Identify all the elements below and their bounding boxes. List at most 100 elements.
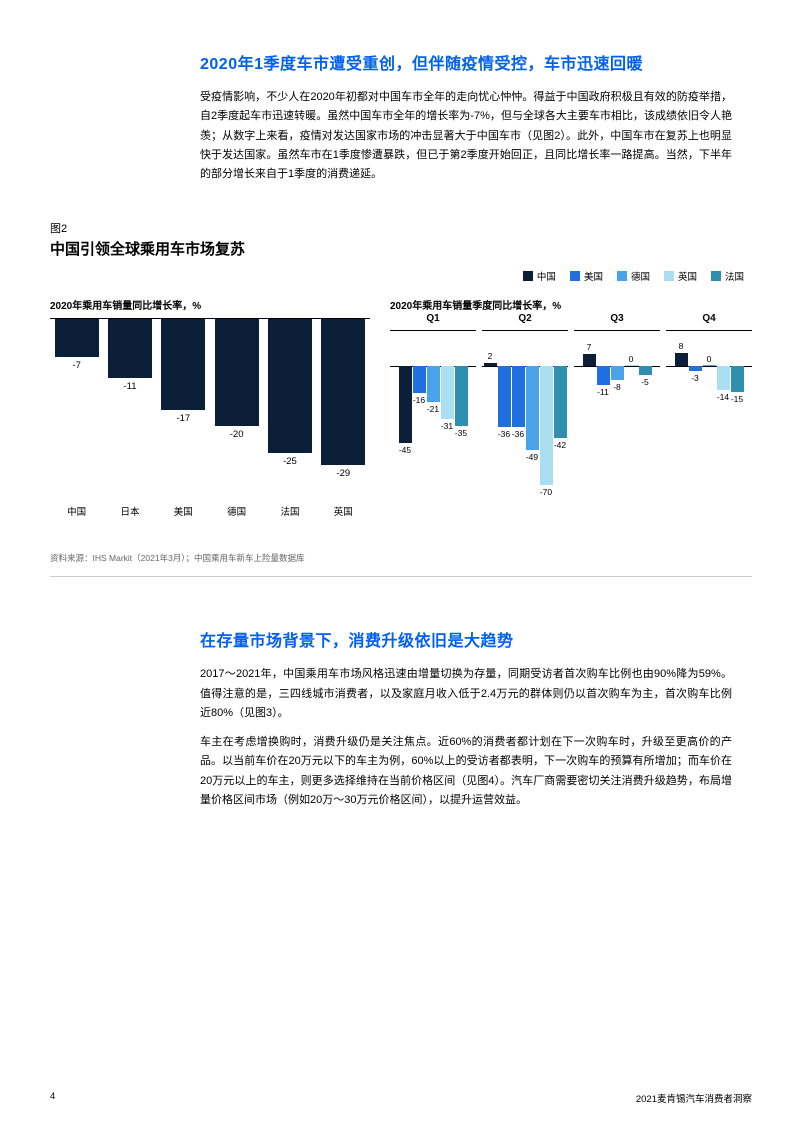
chart2-value-label: -45 xyxy=(399,445,411,455)
chart2-quarter-panel: Q48-30-14-15 xyxy=(666,330,752,510)
chart1-value-label: -29 xyxy=(336,468,350,479)
chart2-value-label: -16 xyxy=(413,395,425,405)
chart2-value-label: -35 xyxy=(455,428,467,438)
chart1-x-label: 英国 xyxy=(320,504,366,518)
chart2-bar-rect xyxy=(731,366,744,392)
chart1-bar xyxy=(268,319,312,452)
chart1-value-label: -20 xyxy=(230,429,244,440)
chart2-value-label: 0 xyxy=(707,354,712,364)
chart2-bar-rect xyxy=(413,366,426,393)
chart2-bar-rect xyxy=(526,366,539,449)
chart2-quarter-label: Q1 xyxy=(390,313,476,324)
chart2-value-label: 0 xyxy=(629,354,634,364)
section2-para1: 2017～2021年，中国乘用车市场风格迅速由增量切换为存量，同期受访者首次购车… xyxy=(200,665,732,723)
chart2-bar-rect xyxy=(399,366,412,443)
chart1-bar xyxy=(215,319,259,426)
chart2-value-label: 2 xyxy=(488,351,493,361)
section1-title: 2020年1季度车市遭受重创，但伴随疫情受控，车市迅速回暖 xyxy=(200,50,752,74)
chart2-value-label: -36 xyxy=(498,429,510,439)
chart2-quarter-panel: Q1-45-16-21-31-35 xyxy=(390,330,476,510)
chart2-bar-rect xyxy=(498,366,511,427)
chart1-x-label: 美国 xyxy=(160,504,206,518)
chart1-title: 2020年乘用车销量同比增长率，% xyxy=(50,297,370,312)
legend-item: 中国 xyxy=(523,269,556,283)
section2-title: 在存量市场背景下，消费升级依旧是大趋势 xyxy=(200,627,752,651)
chart2-quarter-panel: Q37-11-80-5 xyxy=(574,330,660,510)
chart2-value-label: -15 xyxy=(731,394,743,404)
legend-swatch xyxy=(523,271,533,281)
figure2-label: 图2 xyxy=(50,220,752,236)
chart2-bar-rect xyxy=(597,366,610,385)
chart1-value-label: -11 xyxy=(123,381,136,392)
chart2-value-label: 8 xyxy=(679,341,684,351)
chart1-bar-col: -11 xyxy=(107,319,153,479)
chart2-value-label: -21 xyxy=(427,404,439,414)
legend-item: 英国 xyxy=(664,269,697,283)
chart2-value-label: -70 xyxy=(540,487,552,497)
legend-label: 中国 xyxy=(537,269,556,283)
legend-label: 德国 xyxy=(631,269,650,283)
chart2-value-label: -11 xyxy=(597,387,609,397)
chart2-value-label: -36 xyxy=(512,429,524,439)
chart2-bar-rect xyxy=(540,366,553,485)
legend-swatch xyxy=(570,271,580,281)
annual-yoy-chart: 2020年乘用车销量同比增长率，% -7 -11 -17 -20 -25 -29… xyxy=(50,297,370,518)
chart1-value-label: -17 xyxy=(176,413,190,424)
chart1-bar-col: -20 xyxy=(214,319,260,479)
chart2-value-label: -14 xyxy=(717,392,729,402)
chart2-bar-rect xyxy=(455,366,468,426)
figure2: 图2 中国引领全球乘用车市场复苏 中国美国德国英国法国 2020年乘用车销量同比… xyxy=(50,220,752,577)
chart1-value-label: -7 xyxy=(72,360,80,371)
figure2-source: 资料来源：IHS Markit（2021年3月）；中国乘用车新车上险量数据库 xyxy=(50,552,752,564)
chart2-bar-rect xyxy=(625,365,638,366)
chart2-bar-rect xyxy=(639,366,652,375)
chart2-bar-rect xyxy=(703,365,716,366)
page-footer: 4 2021麦肯锡汽车消费者洞察 xyxy=(50,1091,752,1105)
chart2-bar-rect xyxy=(689,366,702,371)
legend-label: 美国 xyxy=(584,269,603,283)
legend-swatch xyxy=(664,271,674,281)
chart2-bar-rect xyxy=(484,363,497,366)
chart1-bar-col: -7 xyxy=(54,319,100,479)
chart2-value-label: -31 xyxy=(441,421,453,431)
quarterly-yoy-chart: 2020年乘用车销量季度同比增长率，% Q1 -45 -16-21-31-35 Q2 2… xyxy=(390,297,752,510)
chart2-quarter-label: Q4 xyxy=(666,313,752,324)
chart2-quarter-panel: Q22-36-36-49-70-42 xyxy=(482,330,568,510)
page-number: 4 xyxy=(50,1091,55,1105)
legend-item: 美国 xyxy=(570,269,603,283)
figure2-title: 中国引领全球乘用车市场复苏 xyxy=(50,238,752,259)
legend-swatch xyxy=(711,271,721,281)
legend-item: 法国 xyxy=(711,269,744,283)
chart2-bar-rect xyxy=(583,354,596,366)
chart1-bar xyxy=(55,319,99,356)
chart1-x-label: 中国 xyxy=(54,504,100,518)
chart1-bar xyxy=(108,319,152,378)
chart1-bar-col: -29 xyxy=(320,319,366,479)
legend-label: 英国 xyxy=(678,269,697,283)
chart2-value-label: 7 xyxy=(587,342,592,352)
chart1-value-label: -25 xyxy=(283,456,297,467)
doc-title: 2021麦肯锡汽车消费者洞察 xyxy=(636,1091,752,1105)
chart1-bar xyxy=(161,319,205,410)
chart2-value-label: -3 xyxy=(691,373,699,383)
chart2-bar-rect xyxy=(675,353,688,367)
figure-divider xyxy=(50,576,752,577)
chart2-bar-rect xyxy=(512,366,525,427)
chart2-value-label: -42 xyxy=(554,440,566,450)
chart1-x-label: 法国 xyxy=(267,504,313,518)
chart1-bar xyxy=(321,319,365,465)
chart2-title: 2020年乘用车销量季度同比增长率，% xyxy=(390,297,752,312)
chart1-bar-col: -17 xyxy=(160,319,206,479)
chart2-quarter-label: Q2 xyxy=(482,313,568,324)
legend-item: 德国 xyxy=(617,269,650,283)
section1-para: 受疫情影响，不少人在2020年初都对中国车市全年的走向忧心忡忡。得益于中国政府积… xyxy=(200,88,732,184)
chart2-value-label: -5 xyxy=(641,377,649,387)
chart2-bar-rect xyxy=(717,366,730,390)
legend-swatch xyxy=(617,271,627,281)
chart1-bar-col: -25 xyxy=(267,319,313,479)
chart2-bar-rect xyxy=(441,366,454,419)
chart1-x-label: 德国 xyxy=(214,504,260,518)
chart2-bar-rect xyxy=(611,366,624,380)
section2-para2: 车主在考虑增换购时，消费升级仍是关注焦点。近60%的消费者都计划在下一次购车时，… xyxy=(200,733,732,810)
chart1-x-label: 日本 xyxy=(107,504,153,518)
